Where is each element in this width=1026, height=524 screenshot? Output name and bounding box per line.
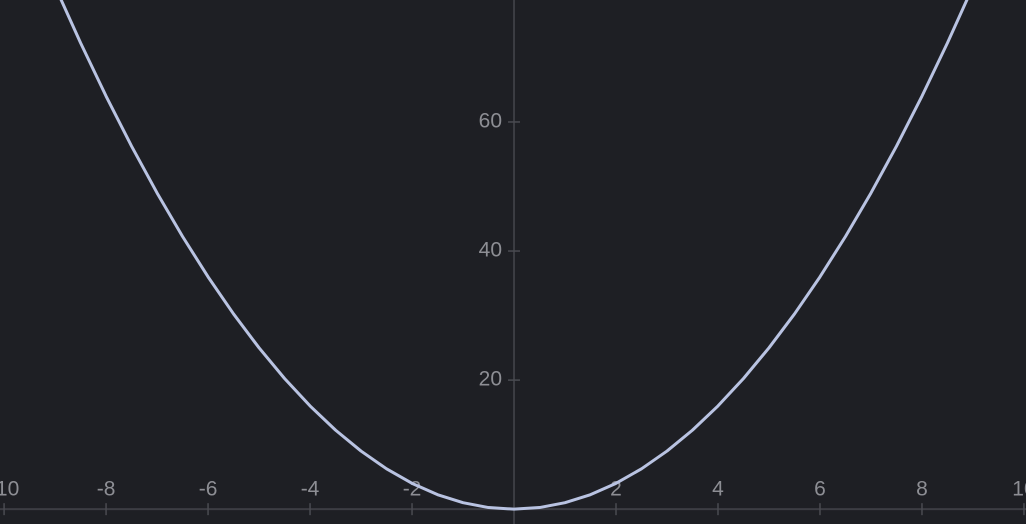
x-tick-label: 10: [1012, 478, 1026, 501]
x-tick-label: -4: [301, 478, 320, 501]
x-tick-label: 4: [712, 478, 724, 501]
x-tick-label: -2: [403, 478, 422, 501]
y-tick-label: 60: [479, 110, 502, 133]
x-tick-label: 8: [916, 478, 928, 501]
x-tick-label: -6: [199, 478, 218, 501]
y-tick-label: 40: [479, 239, 502, 262]
x-tick-label: -8: [97, 478, 116, 501]
curve: [59, 0, 969, 511]
x-tick-label: 2: [610, 478, 622, 501]
y-tick-label: 20: [479, 368, 502, 391]
x-tick-label: 6: [814, 478, 826, 501]
x-tick-label: -10: [0, 478, 19, 501]
